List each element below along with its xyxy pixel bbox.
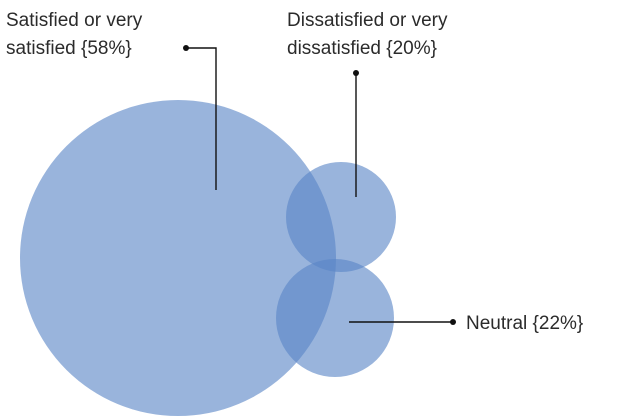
bubbles-layer [20, 100, 396, 416]
bubble-neutral [276, 259, 394, 377]
label-dissatisfied: Dissatisfied or very dissatisfied {20%} [287, 10, 453, 59]
bubble-dissatisfied [286, 162, 396, 272]
bubble-satisfied [20, 100, 336, 416]
label-dissatisfied-line-1: Dissatisfied or very [287, 10, 448, 31]
label-dissatisfied-line-2: dissatisfied {20%} [287, 38, 437, 59]
leader-line-satisfied [186, 47, 217, 190]
label-satisfied-line-1: Satisfied or very [6, 10, 143, 31]
label-neutral: Neutral {22%} [466, 313, 583, 334]
label-satisfied-line-2: satisfied {58%} [6, 38, 132, 59]
leaders-layer [183, 45, 456, 325]
label-neutral-line-1: Neutral {22%} [466, 313, 583, 334]
label-satisfied: Satisfied or very satisfied {58%} [6, 10, 148, 59]
labels-layer: Satisfied or very satisfied {58%} Dissat… [6, 10, 583, 334]
